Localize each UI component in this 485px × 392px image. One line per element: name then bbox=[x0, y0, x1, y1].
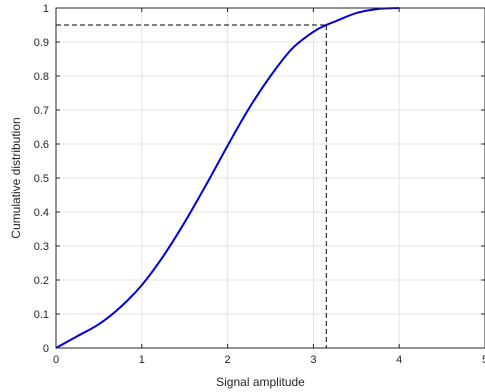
x-tick-label: 5 bbox=[482, 354, 485, 366]
y-tick-labels: 0 0.1 0.2 0.3 0.4 0.5 0.6 0.7 0.8 0.9 1 bbox=[34, 3, 49, 355]
grid bbox=[55, 7, 485, 349]
y-tick-label: 0.4 bbox=[34, 207, 49, 219]
y-tick-label: 0 bbox=[43, 343, 49, 355]
y-tick-label: 0.5 bbox=[34, 173, 49, 185]
y-axis-label: Cumulative distribution bbox=[9, 117, 23, 238]
y-tick-label: 0.2 bbox=[34, 275, 49, 287]
y-tick-label: 0.9 bbox=[34, 37, 49, 49]
x-tick-label: 0 bbox=[53, 354, 59, 366]
y-tick-label: 1 bbox=[43, 3, 49, 15]
y-tick-label: 0.1 bbox=[34, 309, 49, 321]
x-tick-label: 4 bbox=[396, 354, 402, 366]
x-tick-labels: 0 1 2 3 4 5 bbox=[53, 354, 485, 366]
tick-marks bbox=[55, 7, 485, 349]
series-layer bbox=[55, 7, 400, 349]
y-tick-label: 0.3 bbox=[34, 241, 49, 253]
x-tick-label: 1 bbox=[139, 354, 145, 366]
cdf-curve bbox=[55, 7, 400, 349]
y-tick-label: 0.6 bbox=[34, 139, 49, 151]
reference-lines bbox=[56, 24, 327, 348]
y-tick-label: 0.8 bbox=[34, 71, 49, 83]
x-axis-label: Signal amplitude bbox=[216, 375, 305, 389]
y-tick-label: 0.7 bbox=[34, 105, 49, 117]
x-tick-label: 2 bbox=[225, 354, 231, 366]
x-tick-label: 3 bbox=[310, 354, 316, 366]
